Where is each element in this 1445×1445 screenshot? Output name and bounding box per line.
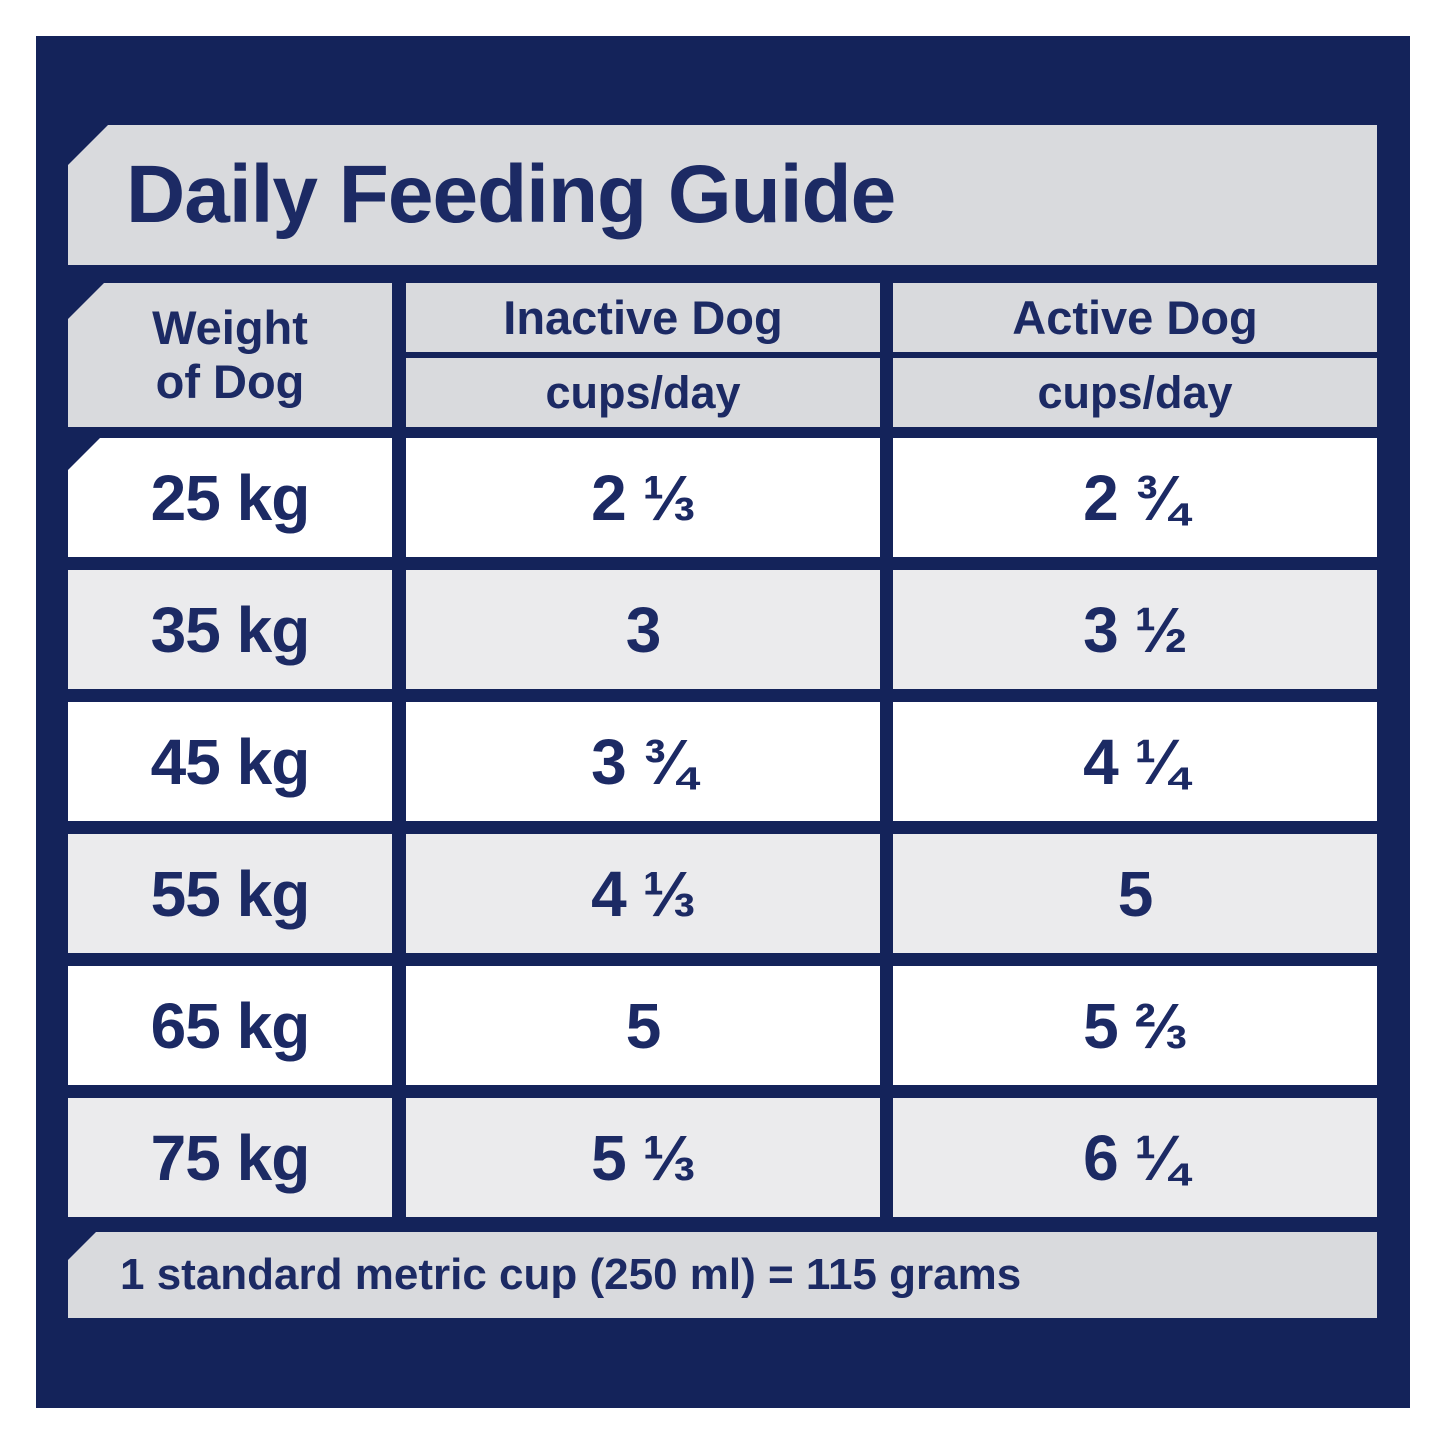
weight-header-line2: of Dog <box>155 355 305 408</box>
table-row: 65 kg 5 5 ⅔ <box>36 966 1410 1085</box>
active-cups-cell: 4 ¼ <box>893 702 1377 821</box>
column-header-weight-of-dog: Weight of Dog <box>68 283 392 427</box>
active-cups-cell: 5 ⅔ <box>893 966 1377 1085</box>
inactive-cups-cell: 3 <box>406 570 880 689</box>
active-dog-units-label: cups/day <box>1037 366 1233 418</box>
footnote-bar: 1 standard metric cup (250 ml) = 115 gra… <box>68 1232 1377 1318</box>
inactive-cups-cell: 3 ¾ <box>406 702 880 821</box>
header-divider <box>893 352 1377 358</box>
weight-header-line1: Weight <box>152 301 308 354</box>
table-row: 25 kg 2 ⅓ 2 ¾ <box>36 438 1410 557</box>
feeding-guide-panel: Daily Feeding Guide Weight of Dog Inacti… <box>36 36 1410 1408</box>
table-row: 35 kg 3 3 ½ <box>36 570 1410 689</box>
active-cups-cell: 5 <box>893 834 1377 953</box>
weight-cell: 65 kg <box>68 966 392 1085</box>
inactive-cups-cell: 4 ⅓ <box>406 834 880 953</box>
active-dog-label: Active Dog <box>1012 291 1258 344</box>
header-divider <box>406 352 880 358</box>
weight-cell: 45 kg <box>68 702 392 821</box>
weight-cell: 25 kg <box>68 438 392 557</box>
weight-cell: 55 kg <box>68 834 392 953</box>
weight-cell: 75 kg <box>68 1098 392 1217</box>
active-cups-cell: 3 ½ <box>893 570 1377 689</box>
cup-conversion-note: 1 standard metric cup (250 ml) = 115 gra… <box>120 1250 1022 1299</box>
inactive-cups-cell: 2 ⅓ <box>406 438 880 557</box>
inactive-cups-cell: 5 ⅓ <box>406 1098 880 1217</box>
column-header-inactive-dog: Inactive Dog cups/day <box>406 283 880 427</box>
table-header-row: Weight of Dog Inactive Dog cups/day Acti… <box>36 283 1410 427</box>
page-title: Daily Feeding Guide <box>126 149 896 240</box>
active-cups-cell: 2 ¾ <box>893 438 1377 557</box>
inactive-dog-label: Inactive Dog <box>503 291 783 344</box>
inactive-cups-cell: 5 <box>406 966 880 1085</box>
table-row: 45 kg 3 ¾ 4 ¼ <box>36 702 1410 821</box>
inactive-dog-units-label: cups/day <box>545 366 741 418</box>
table-row: 75 kg 5 ⅓ 6 ¼ <box>36 1098 1410 1217</box>
table-row: 55 kg 4 ⅓ 5 <box>36 834 1410 953</box>
title-bar: Daily Feeding Guide <box>68 125 1377 265</box>
active-cups-cell: 6 ¼ <box>893 1098 1377 1217</box>
weight-cell: 35 kg <box>68 570 392 689</box>
column-header-active-dog: Active Dog cups/day <box>893 283 1377 427</box>
